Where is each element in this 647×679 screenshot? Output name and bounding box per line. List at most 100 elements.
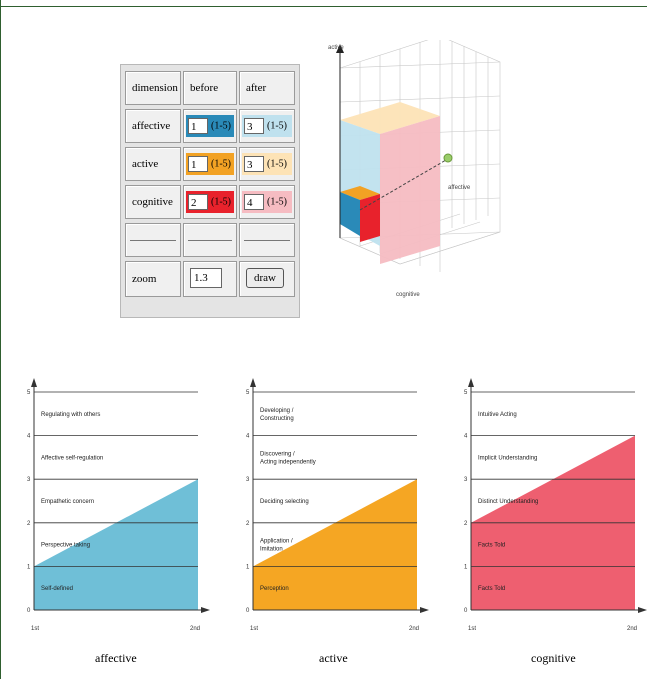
level-label: Facts Told: [478, 543, 505, 549]
x-axis-arrowhead: [420, 607, 429, 613]
x-tick-label: 2nd: [190, 626, 200, 632]
x-tick-label: 2nd: [627, 626, 637, 632]
level-label: Self-defined: [41, 586, 73, 592]
level-label: Facts Told: [478, 586, 505, 592]
cognitive-before-swatch: 2 (1-5): [186, 191, 234, 213]
header-dimension-label: dimension: [132, 82, 178, 94]
zoom-cell: 1.3: [183, 261, 237, 297]
cognitive-before-input[interactable]: 2: [188, 194, 208, 210]
area-fill-active: [253, 479, 417, 610]
affective-after-swatch: 3 (1-5): [242, 115, 292, 137]
y-tick-label: 1: [246, 564, 250, 570]
before-block-left: [340, 192, 360, 236]
affective-after-cell: 3 (1-5): [239, 109, 295, 143]
active-after-input[interactable]: 3: [244, 156, 264, 172]
row-zoom: zoom: [125, 261, 181, 297]
y-tick-label: 3: [27, 477, 31, 483]
after-block-top: [340, 102, 440, 134]
y-tick-label: 2: [27, 521, 31, 527]
y-tick-label: 1: [464, 564, 468, 570]
zoom-input[interactable]: 1.3: [190, 268, 222, 288]
axis-label-affective: affective: [448, 185, 471, 191]
header-before: before: [183, 71, 237, 105]
level-label: Implicit Understanding: [478, 455, 537, 461]
level-label: Distinct Understanding: [478, 499, 538, 505]
empty-row-cell-3: [239, 223, 295, 257]
active-before-range: (1-5): [211, 158, 231, 170]
y-tick-label: 5: [27, 390, 31, 396]
row-active-label: active: [132, 158, 159, 170]
row-affective: affective: [125, 109, 181, 143]
y-tick-label: 4: [246, 434, 250, 440]
y-tick-label: 1: [27, 564, 31, 570]
cognitive-after-input[interactable]: 4: [244, 194, 264, 210]
active-before-swatch: 1 (1-5): [186, 153, 234, 175]
divider: [188, 240, 232, 241]
divider: [130, 240, 176, 241]
zoom-label: zoom: [132, 273, 157, 285]
level-label: Discovering / Acting independently: [260, 451, 316, 465]
x-tick-label: 1st: [468, 626, 476, 632]
axis-label-cognitive: cognitive: [396, 292, 420, 298]
chart-caption-active: active: [319, 651, 348, 665]
draw-button[interactable]: draw: [246, 268, 284, 288]
level-label: Perception: [260, 586, 289, 592]
active-axis-arrowhead: [336, 44, 344, 53]
y-axis-arrowhead: [468, 378, 474, 387]
after-block-front: [380, 116, 440, 264]
draw-cell: draw: [239, 261, 295, 297]
cognitive-before-cell: 2 (1-5): [183, 185, 237, 219]
level-label: Deciding selecting: [260, 499, 309, 505]
y-tick-label: 2: [246, 521, 250, 527]
y-tick-label: 4: [27, 434, 31, 440]
level-label: Affective self-regulation: [41, 455, 103, 461]
x-tick-label: 1st: [31, 626, 39, 632]
y-tick-label: 4: [464, 434, 468, 440]
empty-row-cell-2: [183, 223, 237, 257]
cognitive-after-swatch: 4 (1-5): [242, 191, 292, 213]
y-tick-label: 2: [464, 521, 468, 527]
level-label: Intuitive Acting: [478, 412, 517, 418]
x-axis-arrowhead: [638, 607, 647, 613]
y-tick-label: 3: [246, 477, 250, 483]
active-before-input[interactable]: 1: [188, 156, 208, 172]
affective-before-swatch: 1 (1-5): [186, 115, 234, 137]
level-label: Regulating with others: [41, 412, 100, 418]
affective-before-range: (1-5): [211, 120, 231, 132]
row-cognitive-label: cognitive: [132, 196, 173, 208]
y-tick-label: 0: [246, 608, 250, 614]
x-tick-label: 1st: [250, 626, 258, 632]
y-tick-label: 3: [464, 477, 468, 483]
level-label: Perspective taking: [41, 543, 90, 549]
cognitive-before-range: (1-5): [211, 196, 231, 208]
dimension-control-panel: dimension before after affective 1 (1-5)…: [120, 64, 300, 318]
active-before-cell: 1 (1-5): [183, 147, 237, 181]
y-tick-label: 0: [464, 608, 468, 614]
window-frame-left: [0, 0, 1, 679]
window-frame-top: [0, 0, 647, 7]
area-fill-affective: [34, 479, 198, 610]
chart-caption-cognitive: cognitive: [531, 651, 576, 665]
3d-cube-view[interactable]: active cognitive affective: [318, 40, 508, 302]
x-axis-arrowhead: [201, 607, 210, 613]
affective-after-input[interactable]: 3: [244, 118, 264, 134]
before-block-top: [340, 186, 380, 200]
affective-before-cell: 1 (1-5): [183, 109, 237, 143]
affective-before-input[interactable]: 1: [188, 118, 208, 134]
before-block-front: [360, 194, 380, 242]
affective-after-range: (1-5): [267, 120, 287, 132]
header-before-label: before: [190, 82, 219, 94]
x-tick-label: 2nd: [409, 626, 419, 632]
y-tick-label: 5: [246, 390, 250, 396]
level-label: Application / Imitation: [260, 539, 293, 553]
header-dimension: dimension: [125, 71, 181, 105]
growth-vector: [359, 159, 447, 211]
cognitive-after-range: (1-5): [267, 196, 287, 208]
active-after-cell: 3 (1-5): [239, 147, 295, 181]
divider: [244, 240, 290, 241]
development-charts: 0 1 2 3 4 5 1st 2nd Self-defined Perspective taki…: [27, 378, 647, 632]
cognitive-after-cell: 4 (1-5): [239, 185, 295, 219]
row-active: active: [125, 147, 181, 181]
header-after-label: after: [246, 82, 267, 94]
level-label: Empathetic concern: [41, 499, 94, 505]
